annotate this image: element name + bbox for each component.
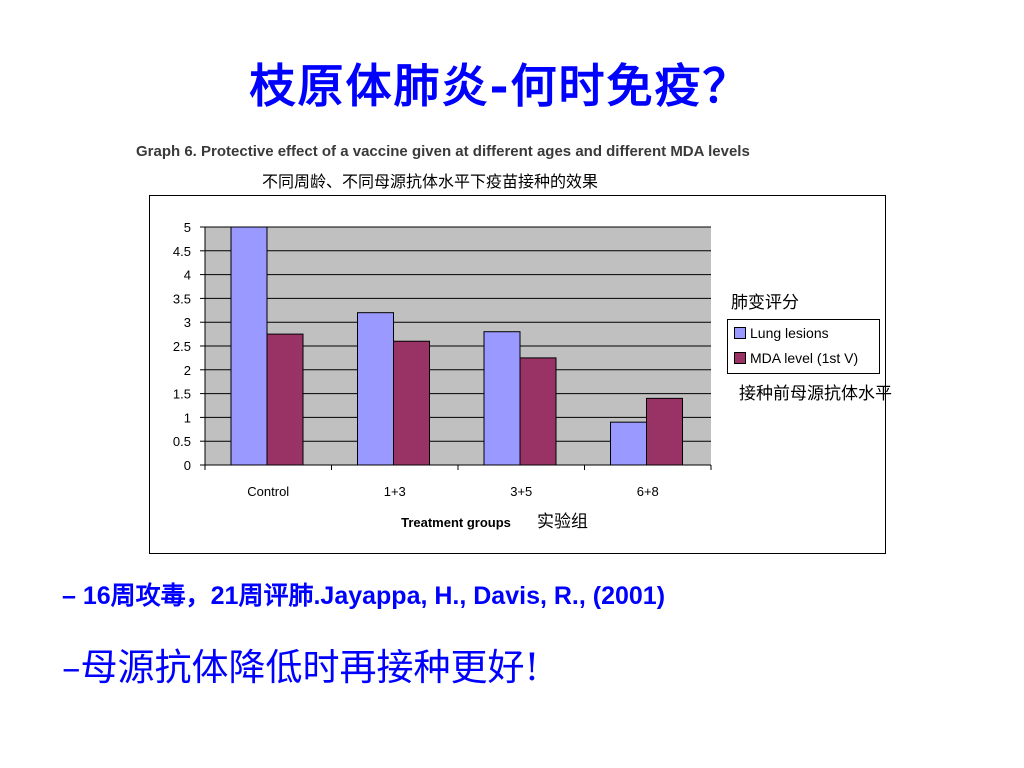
y-tick-label: 0 [184, 458, 191, 473]
legend-label-lung-lesions: Lung lesions [750, 325, 829, 341]
bar-mda-level [519, 357, 557, 466]
y-tick-label: 4.5 [173, 244, 191, 259]
x-axis-label-chinese: 实验组 [537, 512, 588, 532]
legend-item-lung-lesions: Lung lesions [734, 325, 829, 341]
y-tick-label: 3 [184, 315, 191, 330]
y-tick-label: 5 [184, 220, 191, 235]
bar-lung-lesions [610, 421, 647, 466]
legend-swatch-lung-lesions [734, 327, 746, 339]
bar-mda-level [393, 340, 430, 466]
x-axis-label: Treatment groups [401, 515, 511, 530]
legend-note-lung-score: 肺变评分 [731, 293, 799, 313]
legend-swatch-mda-level [734, 352, 746, 364]
chart-legend: Lung lesions MDA level (1st V) [727, 319, 880, 374]
legend-note-mda: 接种前母源抗体水平 [739, 384, 892, 404]
x-tick-label: 6+8 [637, 484, 659, 499]
bar-mda-level [646, 397, 683, 466]
y-tick-label: 2.5 [173, 339, 191, 354]
graph-caption-chinese: 不同周龄、不同母源抗体水平下疫苗接种的效果 [262, 172, 599, 191]
y-tick-label: 1 [184, 410, 191, 425]
bar-lung-lesions [357, 312, 394, 466]
bar-lung-lesions [230, 226, 268, 466]
bullet-citation: – 16周攻毒，21周评肺.Jayappa, H., Davis, R., (2… [62, 582, 666, 610]
bar-lung-lesions [483, 331, 521, 466]
y-tick-label: 0.5 [173, 434, 191, 449]
slide-title: 枝原体肺炎-何时免疫？ [249, 59, 751, 113]
legend-item-mda-level: MDA level (1st V) [734, 350, 858, 366]
bar-chart: 0 0.5 1 1.5 2 2.5 3 3.5 4 4.5 5 Control 1+3 3+5 6+8 Tre… [173, 220, 712, 532]
y-tick-label: 1.5 [173, 387, 191, 402]
bullet-conclusion: –母源抗体降低时再接种更好! [62, 646, 540, 689]
y-tick-label: 2 [184, 363, 191, 378]
graph-caption: Graph 6. Protective effect of a vaccine … [136, 143, 750, 160]
x-tick-label: 3+5 [510, 484, 532, 499]
bar-mda-level [266, 333, 304, 466]
x-tick-label: 1+3 [384, 484, 406, 499]
legend-label-mda-level: MDA level (1st V) [750, 350, 859, 366]
y-tick-label: 3.5 [173, 291, 191, 306]
x-tick-label: Control [247, 484, 289, 499]
y-tick-label: 4 [184, 268, 191, 283]
